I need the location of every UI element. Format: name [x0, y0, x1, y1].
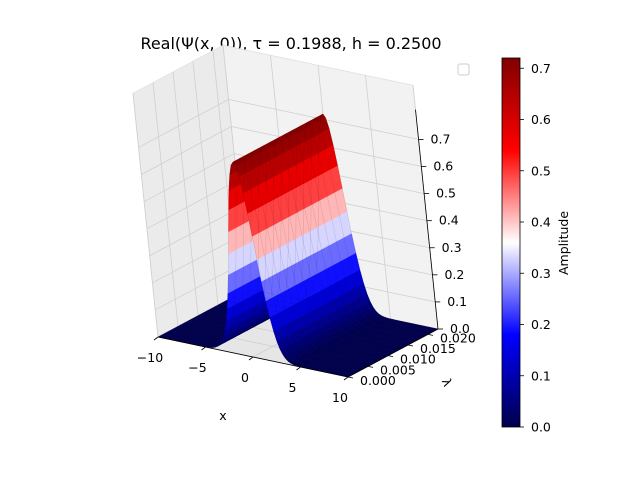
surface-patch [228, 207, 233, 233]
y-tick-label: 0.020 [440, 330, 476, 345]
surface-mesh-line [232, 121, 424, 338]
gridline [152, 234, 243, 284]
x-tick [248, 356, 254, 361]
colorbar-tick-label: 0.4 [531, 215, 551, 230]
surface-patch [228, 251, 233, 276]
gridline [132, 93, 159, 338]
gridline [141, 126, 232, 175]
colorbar-tick-label: 0.0 [531, 420, 551, 435]
y-tick-label: 0.010 [400, 352, 436, 367]
gridline [192, 61, 219, 306]
x-tick-label: 5 [289, 380, 297, 395]
surface-mesh-line [202, 137, 394, 354]
surface-patch [238, 266, 244, 288]
colorbar [501, 57, 521, 428]
surface-patch [239, 245, 244, 270]
z-tick-label: 0.6 [433, 159, 453, 174]
z-tick-label: 0.1 [447, 294, 467, 309]
surface-patch [232, 186, 237, 209]
surface-mesh-line [217, 129, 409, 346]
z-tick-label: 0.3 [442, 240, 462, 255]
surface-patch [232, 205, 237, 231]
y-tick-label: 0.000 [360, 373, 396, 388]
surface-patch [235, 225, 241, 251]
y-tick [407, 344, 414, 347]
surface-mesh-line [165, 157, 356, 374]
surface-patch [246, 262, 252, 284]
colorbar-tick-label: 0.7 [531, 61, 551, 76]
gridline [138, 99, 229, 148]
y-tick [427, 333, 434, 336]
x-tick [201, 346, 206, 351]
z-tick-label: 0.2 [444, 267, 464, 282]
y-axis-label: λ [439, 376, 456, 389]
surface-patch [231, 249, 237, 274]
colorbar-tick-label: 0.3 [531, 266, 551, 281]
gridline [172, 71, 199, 316]
surface-patch [243, 243, 248, 268]
surface-patch [242, 264, 248, 286]
z-tick-label: 0.5 [436, 186, 456, 201]
axis-line [347, 328, 439, 378]
surface-mesh-line [247, 113, 439, 330]
colorbar-tick-label: 0.6 [531, 112, 551, 127]
colorbar-tick-label: 0.1 [531, 368, 551, 383]
y-tick-label: 0.015 [420, 341, 456, 356]
surface-patch [228, 229, 233, 255]
z-tick-label: 0.4 [439, 213, 459, 228]
surface-patch [235, 268, 240, 290]
x-tick-label: 10 [332, 390, 348, 405]
surface-patch [250, 260, 255, 282]
y-tick [367, 365, 374, 368]
x-tick-label: −10 [137, 350, 163, 365]
surface-patch [243, 221, 248, 247]
gridline [146, 180, 238, 230]
x-tick [153, 336, 159, 341]
gridline [149, 207, 240, 257]
z-tick-label: 0.7 [431, 131, 451, 146]
x-tick [296, 366, 301, 371]
x-tick-label: 0 [241, 370, 249, 385]
surface-patch [239, 201, 244, 227]
colorbar-ticks: 0.0 0.1 0.2 0.3 0.4 0.5 0.6 0.7 [520, 61, 551, 435]
legend-box [457, 63, 470, 76]
surface-mesh-line [240, 117, 431, 334]
surface-patch [235, 184, 241, 207]
surface-mesh-line [172, 153, 364, 370]
gridline [143, 153, 235, 202]
surface-plot [157, 113, 439, 378]
y-tick-label: 0.005 [380, 362, 416, 377]
chart-title: Real(Ψ(x, 0)), τ = 0.1988, h = 0.2500 [140, 34, 441, 53]
axis-line [415, 109, 439, 330]
surface-patch [235, 247, 240, 272]
surface-patch [231, 227, 237, 253]
surface-patch [239, 223, 244, 249]
colorbar-tick-label: 0.5 [531, 163, 551, 178]
surface-mesh-line [180, 149, 371, 366]
colorbar-tick-label: 0.2 [531, 317, 551, 332]
y-tick [387, 355, 394, 358]
surface-mesh-line [225, 125, 416, 342]
surface-patch [231, 270, 237, 292]
y-tick [347, 376, 354, 379]
gridline [152, 82, 179, 327]
colorbar-label: Amplitude [556, 211, 571, 275]
surface-mesh-line [210, 133, 401, 350]
x-axis-label: x [219, 408, 226, 423]
surface-patch [246, 241, 252, 266]
surface-patch [228, 188, 233, 211]
surface-mesh-line [195, 141, 386, 358]
x-tick [343, 376, 349, 381]
z-tick-label: 0.0 [450, 321, 470, 336]
surface-patch [227, 272, 233, 294]
x-tick-label: −5 [188, 360, 206, 375]
surface-mesh-line [187, 145, 379, 362]
surface-patch [235, 203, 241, 229]
gridline [365, 75, 391, 320]
